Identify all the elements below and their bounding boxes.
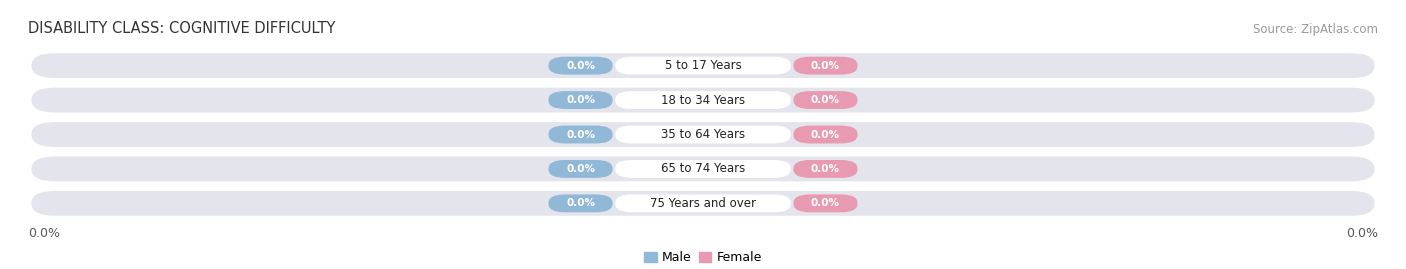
- FancyBboxPatch shape: [616, 126, 790, 143]
- FancyBboxPatch shape: [793, 91, 858, 109]
- Text: 0.0%: 0.0%: [811, 61, 839, 71]
- Text: 5 to 17 Years: 5 to 17 Years: [665, 59, 741, 72]
- FancyBboxPatch shape: [548, 160, 613, 178]
- FancyBboxPatch shape: [31, 157, 1375, 181]
- FancyBboxPatch shape: [548, 91, 613, 109]
- FancyBboxPatch shape: [616, 57, 790, 75]
- FancyBboxPatch shape: [548, 194, 613, 212]
- Text: 0.0%: 0.0%: [567, 129, 595, 140]
- Legend: Male, Female: Male, Female: [640, 246, 766, 269]
- FancyBboxPatch shape: [31, 88, 1375, 112]
- Text: 75 Years and over: 75 Years and over: [650, 197, 756, 210]
- FancyBboxPatch shape: [793, 194, 858, 212]
- Text: 0.0%: 0.0%: [28, 227, 60, 240]
- Text: 0.0%: 0.0%: [567, 95, 595, 105]
- Text: 0.0%: 0.0%: [811, 129, 839, 140]
- Text: 65 to 74 Years: 65 to 74 Years: [661, 162, 745, 175]
- Text: 18 to 34 Years: 18 to 34 Years: [661, 94, 745, 107]
- FancyBboxPatch shape: [616, 91, 790, 109]
- Text: Source: ZipAtlas.com: Source: ZipAtlas.com: [1253, 23, 1378, 36]
- Text: 0.0%: 0.0%: [567, 198, 595, 208]
- FancyBboxPatch shape: [31, 53, 1375, 78]
- Text: 0.0%: 0.0%: [811, 164, 839, 174]
- FancyBboxPatch shape: [548, 57, 613, 75]
- FancyBboxPatch shape: [793, 160, 858, 178]
- FancyBboxPatch shape: [31, 122, 1375, 147]
- FancyBboxPatch shape: [548, 126, 613, 143]
- Text: 35 to 64 Years: 35 to 64 Years: [661, 128, 745, 141]
- FancyBboxPatch shape: [616, 160, 790, 178]
- Text: 0.0%: 0.0%: [1346, 227, 1378, 240]
- Text: DISABILITY CLASS: COGNITIVE DIFFICULTY: DISABILITY CLASS: COGNITIVE DIFFICULTY: [28, 21, 336, 36]
- FancyBboxPatch shape: [793, 126, 858, 143]
- Text: 0.0%: 0.0%: [811, 95, 839, 105]
- Text: 0.0%: 0.0%: [811, 198, 839, 208]
- Text: 0.0%: 0.0%: [567, 61, 595, 71]
- Text: 0.0%: 0.0%: [567, 164, 595, 174]
- FancyBboxPatch shape: [616, 194, 790, 212]
- FancyBboxPatch shape: [31, 191, 1375, 216]
- FancyBboxPatch shape: [793, 57, 858, 75]
